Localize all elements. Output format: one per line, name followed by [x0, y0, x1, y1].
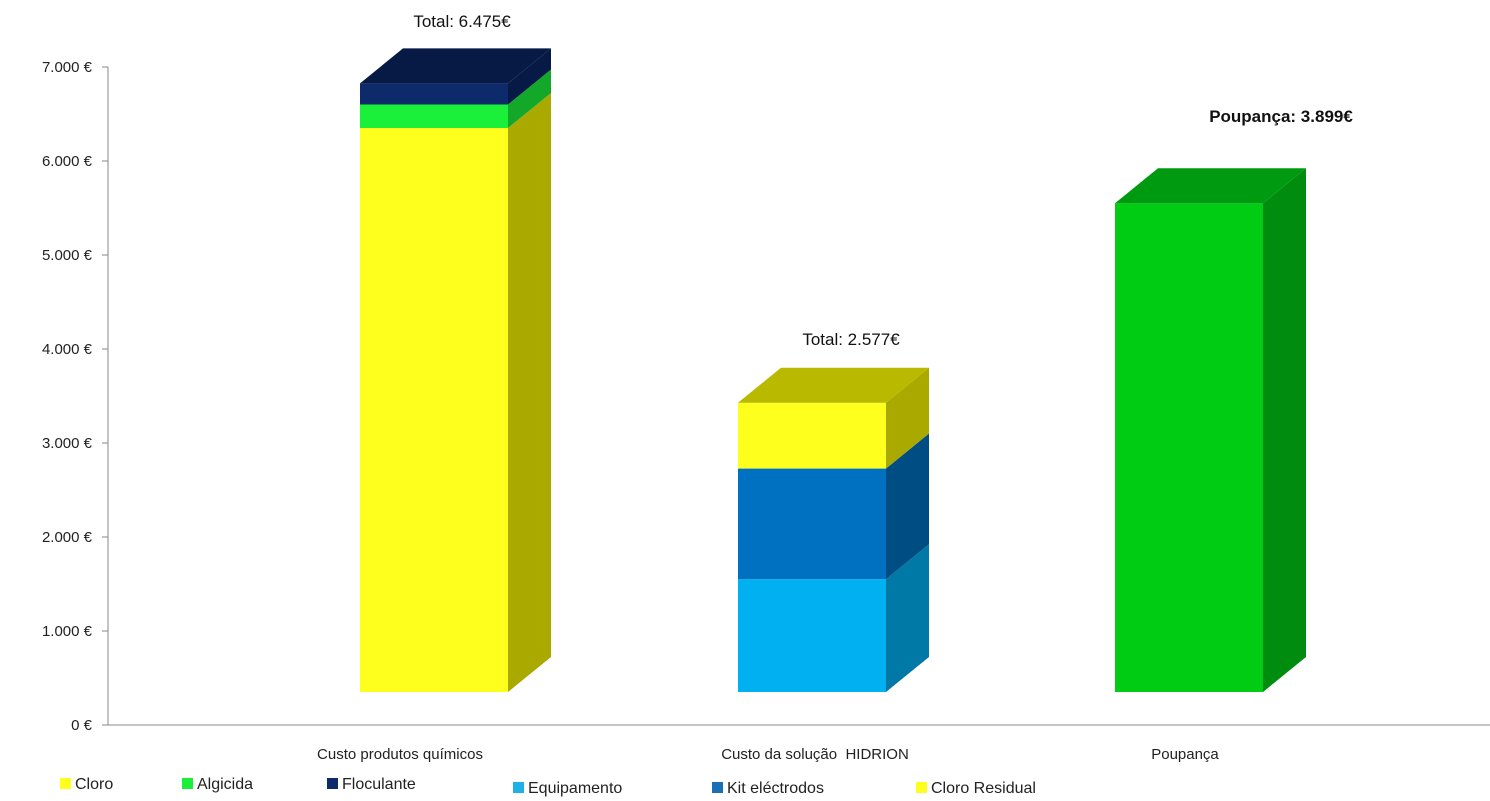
- y-tick-label: 5.000 €: [42, 247, 93, 264]
- legend-item-algicida: Algicida: [182, 776, 253, 793]
- bar-front: [360, 83, 508, 105]
- legend-swatch: [712, 782, 723, 793]
- y-tick-label: 1.000 €: [42, 623, 93, 640]
- bar-segment-equipamento: [738, 544, 929, 692]
- legend-label: Kit eléctrodos: [727, 780, 824, 797]
- bar-top: [738, 367, 929, 403]
- bar-side: [508, 48, 551, 105]
- legend-label: Equipamento: [528, 780, 622, 797]
- legend: Cloro Algicida Floculante Equipamento Kit el…: [60, 776, 1036, 797]
- bar-front: [360, 104, 508, 128]
- legend-swatch: [327, 778, 338, 789]
- total-label: Poupança: 3.899€: [1209, 107, 1353, 126]
- legend-item-floculante: Floculante: [327, 776, 416, 793]
- bar-segment-poupan-a: [1115, 168, 1306, 692]
- bar-front: [738, 468, 886, 580]
- bar-front: [738, 402, 886, 469]
- legend-label: Algicida: [197, 776, 253, 793]
- category-label: Custo produtos químicos: [317, 746, 483, 763]
- y-axis: 0 € 1.000 € 2.000 € 3.000 € 4.000 € 5.000 € 6.…: [42, 59, 1490, 734]
- category-label: Poupança: [1151, 746, 1219, 763]
- bars: [360, 48, 1306, 692]
- bar-front: [738, 579, 886, 692]
- bar-side: [1263, 168, 1306, 692]
- legend-label: Cloro Residual: [931, 780, 1036, 797]
- y-tick-label: 6.000 €: [42, 153, 93, 170]
- bar-side: [508, 69, 551, 128]
- y-tick-label: 7.000 €: [42, 59, 93, 76]
- legend-swatch: [916, 782, 927, 793]
- legend-swatch: [60, 778, 71, 789]
- legend-label: Floculante: [342, 776, 416, 793]
- legend-swatch: [513, 782, 524, 793]
- y-tick-label: 2.000 €: [42, 529, 93, 546]
- y-tick-label: 3.000 €: [42, 435, 93, 452]
- legend-item-cloro: Cloro: [60, 776, 113, 793]
- y-tick-label: 4.000 €: [42, 341, 93, 358]
- category-label: Custo da solução HIDRION: [721, 746, 909, 763]
- legend-label: Cloro: [75, 776, 113, 793]
- legend-item-cloro-residual: Cloro Residual: [916, 780, 1036, 797]
- bar-top: [1115, 168, 1306, 204]
- bar-segment-cloro: [360, 93, 551, 692]
- bar-front: [1115, 203, 1263, 692]
- bar-side: [886, 433, 929, 580]
- legend-item-equipamento: Equipamento: [513, 780, 622, 797]
- bar-side: [886, 544, 929, 692]
- legend-item-kit-el-ctrodos: Kit eléctrodos: [712, 780, 824, 797]
- bar-segment-algicida: [360, 69, 551, 128]
- bar-segment-cloro-residual: [738, 367, 929, 469]
- total-label: Total: 2.577€: [802, 330, 900, 349]
- bar-front: [360, 128, 508, 692]
- legend-swatch: [182, 778, 193, 789]
- x-axis-labels: Custo produtos químicos Custo da solução …: [317, 746, 1219, 763]
- y-tick-label: 0 €: [71, 717, 93, 734]
- bar-top: [360, 48, 551, 84]
- bar-segment-floculante: [360, 48, 551, 105]
- total-label: Total: 6.475€: [413, 12, 511, 31]
- bar-side: [886, 367, 929, 469]
- bar-segment-kit-el-ctrodos: [738, 433, 929, 580]
- total-labels: Total: 6.475€ Total: 2.577€ Poupança: 3.89…: [413, 12, 1353, 349]
- bar-side: [508, 93, 551, 692]
